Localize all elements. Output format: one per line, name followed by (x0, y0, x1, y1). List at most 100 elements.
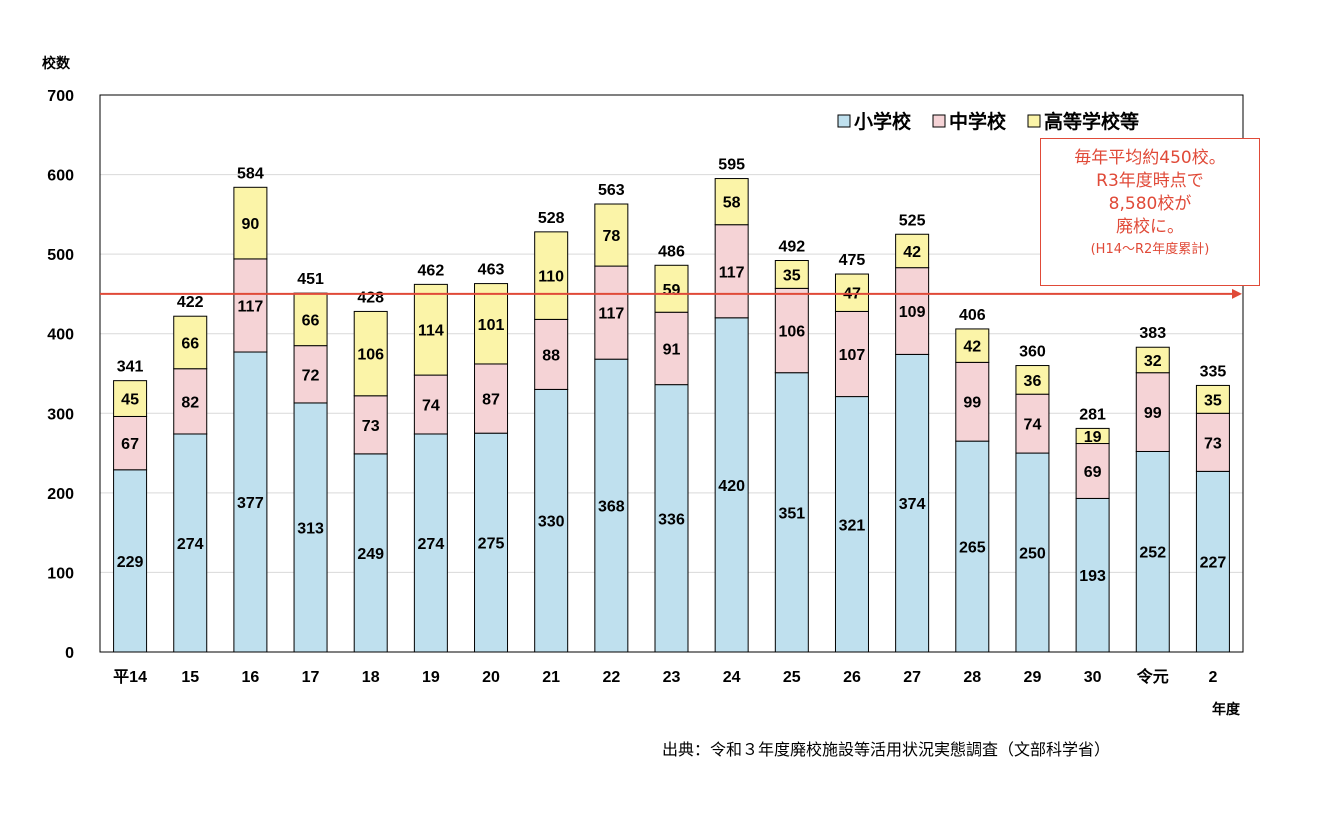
x-tick-label: 16 (241, 669, 259, 686)
bars (113, 178, 1230, 653)
legend-label: 中学校 (949, 110, 1007, 133)
segment-value-label: 229 (117, 554, 144, 571)
segment-value-label: 72 (302, 367, 320, 384)
bar-segment (474, 363, 509, 434)
y-tick-label: 400 (47, 327, 74, 344)
segment-value-label: 351 (778, 505, 805, 522)
bar-segment (774, 372, 809, 653)
segment-value-label: 275 (478, 536, 505, 553)
total-value-label: 281 (1079, 406, 1106, 423)
segment-value-label: 78 (602, 228, 620, 245)
segment-value-label: 88 (542, 347, 560, 364)
average-callout: 毎年平均約450校。 R3年度時点で 8,580校が 廃校に。 (H14～R2年… (1040, 138, 1260, 286)
segment-value-label: 274 (177, 536, 204, 553)
segment-value-label: 249 (357, 546, 384, 563)
x-tick-label: 平14 (113, 668, 147, 686)
total-value-label: 462 (418, 262, 445, 279)
segment-value-label: 66 (302, 312, 320, 329)
segment-value-label: 35 (783, 267, 801, 284)
x-tick-label: 27 (903, 669, 921, 686)
x-tick-label: 22 (602, 669, 620, 686)
bar-segment (895, 233, 930, 269)
bar-segment (413, 283, 448, 376)
bar-segment (774, 287, 809, 374)
bar-segment (1075, 427, 1110, 445)
segment-value-label: 313 (297, 520, 324, 537)
bar-segment (1015, 365, 1050, 395)
bar-segment (173, 315, 208, 370)
bar-segment (474, 283, 509, 365)
legend-swatch (837, 114, 851, 128)
x-tick-label: 28 (963, 669, 981, 686)
segment-value-label: 42 (963, 339, 981, 356)
segment-value-label: 91 (663, 341, 681, 358)
segment-value-label: 321 (839, 517, 866, 534)
segment-value-label: 106 (778, 324, 805, 341)
segment-value-label: 109 (899, 304, 926, 321)
bar-segment (1015, 452, 1050, 653)
x-tick-label: 19 (422, 669, 440, 686)
y-tick-label: 0 (65, 645, 74, 662)
bar-segment (1015, 393, 1050, 454)
bar-segment (293, 345, 328, 404)
bar-segment (413, 374, 448, 435)
y-tick-label: 700 (47, 88, 74, 105)
total-value-label: 341 (117, 359, 144, 376)
segment-value-label: 252 (1139, 545, 1166, 562)
plot-area-frame (99, 94, 1244, 653)
segment-value-label: 82 (181, 394, 199, 411)
bar-segment (594, 203, 629, 267)
segment-value-label: 36 (1024, 373, 1042, 390)
segment-value-label: 377 (237, 495, 264, 512)
segment-value-label: 69 (1084, 464, 1102, 481)
bar-segment (1135, 450, 1170, 653)
x-tick-label: 25 (783, 669, 801, 686)
callout-line-3: 8,580校が (1108, 194, 1192, 214)
segment-value-label: 42 (903, 244, 921, 261)
bar-segment (774, 260, 809, 289)
segment-value-label: 227 (1200, 555, 1227, 572)
legend-label: 高等学校等 (1044, 110, 1139, 133)
bar-segment (955, 440, 990, 653)
total-value-label: 492 (778, 239, 805, 256)
total-value-label: 525 (899, 212, 926, 229)
x-tick-label: 15 (181, 669, 199, 686)
total-value-label: 486 (658, 243, 685, 260)
segment-value-label: 368 (598, 499, 625, 516)
callout-line-4: 廃校に。 (1116, 217, 1184, 237)
bar-segment (113, 380, 148, 417)
segment-value-label: 336 (658, 511, 685, 528)
total-value-label: 428 (357, 289, 384, 306)
x-tick-label: 21 (542, 669, 560, 686)
y-tick-label: 300 (47, 406, 74, 423)
segment-value-label: 35 (1204, 392, 1222, 409)
callout-line-2: R3年度時点で (1096, 171, 1204, 191)
segment-value-label: 274 (418, 536, 445, 553)
bar-segment (895, 353, 930, 653)
x-tick-label: 17 (302, 669, 320, 686)
total-value-label: 528 (538, 210, 565, 227)
segment-value-label: 117 (237, 298, 263, 315)
legend-label: 小学校 (854, 110, 912, 133)
x-axis-title: 年度 (1212, 701, 1241, 718)
segment-value-label: 67 (121, 436, 139, 453)
segment-value-label: 58 (723, 195, 741, 212)
total-value-label: 335 (1200, 363, 1227, 380)
bar-segment (233, 258, 268, 353)
total-value-label: 463 (478, 262, 505, 279)
bar-segment (113, 469, 148, 653)
bar-segment (594, 265, 629, 360)
segment-value-label: 250 (1019, 546, 1046, 563)
bar-segment (955, 361, 990, 442)
callout-line-1: 毎年平均約450校。 (1074, 148, 1226, 168)
segment-value-label: 99 (1144, 405, 1162, 422)
bar-segment (834, 310, 869, 398)
bar-segment (173, 433, 208, 653)
segment-value-label: 101 (478, 317, 505, 334)
average-reference-line (100, 288, 1242, 299)
x-tick-label: 18 (362, 669, 380, 686)
bar-segment (1195, 384, 1230, 414)
legend-swatch (1027, 114, 1041, 128)
